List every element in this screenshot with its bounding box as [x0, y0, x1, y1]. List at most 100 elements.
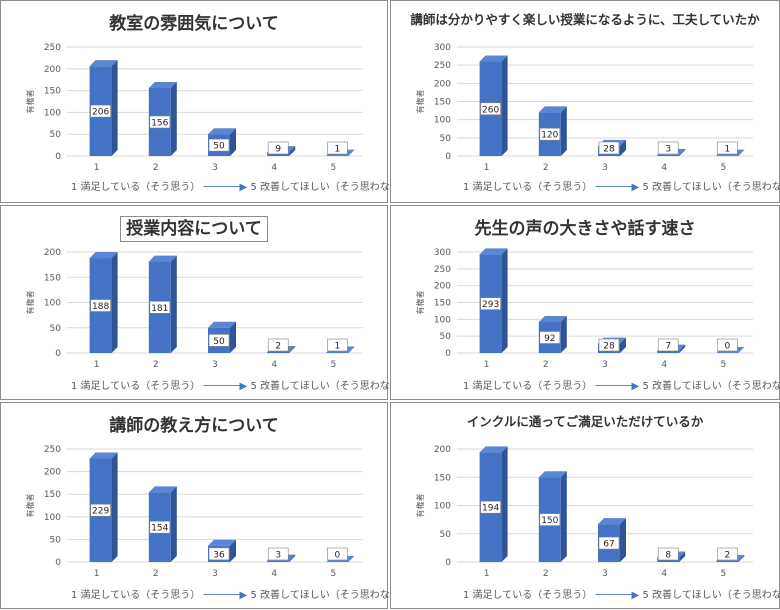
scale-arrow: ──────▶ — [595, 590, 639, 601]
x-tick-label-4: 4 — [661, 163, 667, 173]
y-tick-label-0: 0 — [55, 152, 61, 162]
x-tick-label-1: 1 — [484, 163, 490, 173]
x-tick-label-3: 3 — [212, 569, 218, 579]
bar-front-face — [716, 561, 738, 562]
x-tick-label-3: 3 — [212, 163, 218, 173]
scale-arrow: ──────▶ — [203, 381, 247, 392]
y-tick-label-4: 200 — [434, 79, 451, 89]
bar-side-face — [561, 316, 567, 353]
y-tick-label-3: 150 — [44, 273, 61, 283]
y-tick-label-4: 200 — [44, 65, 61, 75]
scale-caption: 1 満足している（そう思う） ──────▶ 5 改善してほしい（そう思わない） — [71, 377, 410, 392]
data-label-4: 9 — [275, 145, 281, 155]
data-label-1: 194 — [482, 504, 499, 514]
y-tick-label-3: 150 — [434, 299, 451, 309]
x-tick-label-1: 1 — [94, 360, 100, 370]
y-tick-label-6: 300 — [434, 43, 451, 53]
data-label-4: 8 — [665, 551, 671, 561]
bar-side-face — [561, 471, 567, 562]
data-label-2: 181 — [151, 304, 168, 314]
y-tick-label-0: 0 — [445, 152, 451, 162]
y-tick-label-4: 200 — [434, 445, 451, 455]
data-label-1: 260 — [482, 105, 499, 115]
scale-right-label: 5 改善してほしい（そう思わない） — [250, 381, 409, 392]
data-label-4: 2 — [275, 342, 281, 352]
bar-front-face — [326, 352, 348, 353]
scale-left-label: 1 満足している（そう思う） — [71, 182, 200, 193]
y-tick-label-3: 150 — [434, 473, 451, 483]
y-tick-label-5: 250 — [434, 61, 451, 71]
data-label-5: 1 — [335, 342, 341, 352]
x-tick-label-5: 5 — [721, 360, 727, 370]
data-label-5: 1 — [335, 145, 341, 155]
x-tick-label-4: 4 — [661, 360, 667, 370]
bar-side-face — [502, 446, 508, 562]
data-label-3: 50 — [213, 337, 225, 347]
x-tick-label-4: 4 — [271, 360, 277, 370]
bar-side-face — [112, 452, 118, 562]
x-tick-label-2: 2 — [153, 360, 159, 370]
bar-front-face — [267, 352, 289, 353]
y-tick-label-2: 100 — [44, 299, 61, 309]
scale-caption: 1 満足している（そう思う） ──────▶ 5 改善してほしい（そう思わない） — [463, 377, 780, 392]
x-tick-label-2: 2 — [153, 163, 159, 173]
x-tick-label-2: 2 — [543, 360, 549, 370]
x-tick-label-3: 3 — [212, 360, 218, 370]
x-tick-label-5: 5 — [721, 163, 727, 173]
y-tick-label-3: 150 — [434, 98, 451, 108]
y-tick-label-5: 250 — [44, 43, 61, 53]
x-tick-label-5: 5 — [331, 163, 337, 173]
x-tick-label-3: 3 — [602, 569, 608, 579]
y-axis-title: 有権者 — [415, 494, 425, 518]
x-tick-label-1: 1 — [484, 360, 490, 370]
data-label-3: 28 — [603, 342, 615, 352]
scale-caption: 1 満足している（そう思う） ──────▶ 5 改善してほしい（そう思わない） — [463, 586, 780, 601]
data-label-4: 3 — [665, 145, 671, 155]
bar-side-face — [502, 248, 508, 353]
bar-side-face — [502, 56, 508, 156]
y-tick-label-1: 50 — [440, 530, 452, 540]
bar-side-face — [112, 60, 118, 156]
bar-side-face — [620, 518, 626, 562]
x-tick-label-3: 3 — [602, 163, 608, 173]
scale-left-label: 1 満足している（そう思う） — [463, 381, 592, 392]
y-tick-label-3: 150 — [44, 490, 61, 500]
y-tick-label-4: 200 — [434, 282, 451, 292]
x-tick-label-3: 3 — [602, 360, 608, 370]
data-label-3: 67 — [603, 540, 614, 550]
y-axis-title: 有権者 — [415, 90, 425, 114]
y-tick-label-4: 200 — [44, 248, 61, 258]
data-label-2: 156 — [151, 118, 168, 128]
data-label-1: 188 — [92, 302, 109, 312]
data-label-3: 28 — [603, 145, 615, 155]
data-label-4: 7 — [665, 342, 671, 352]
bar-front-face — [657, 155, 679, 156]
bar-side-face — [171, 256, 177, 353]
y-tick-label-1: 50 — [440, 332, 452, 342]
scale-caption: 1 満足している（そう思う） ──────▶ 5 改善してほしい（そう思わない） — [463, 178, 780, 193]
bar-side-face — [171, 486, 177, 562]
y-tick-label-5: 250 — [44, 445, 61, 455]
scale-arrow: ──────▶ — [595, 381, 639, 392]
data-label-2: 92 — [544, 334, 555, 344]
data-label-5: 2 — [725, 551, 731, 561]
y-tick-label-2: 100 — [434, 502, 451, 512]
y-tick-label-2: 100 — [44, 513, 61, 523]
x-tick-label-5: 5 — [331, 360, 337, 370]
scale-right-label: 5 改善してほしい（そう思わない） — [250, 590, 409, 601]
y-axis-title: 有権者 — [25, 494, 35, 518]
x-tick-label-4: 4 — [271, 569, 277, 579]
data-label-2: 154 — [151, 524, 168, 534]
x-tick-label-5: 5 — [331, 569, 337, 579]
scale-arrow: ──────▶ — [203, 590, 247, 601]
x-tick-label-4: 4 — [661, 569, 667, 579]
y-tick-label-0: 0 — [445, 558, 451, 568]
data-label-3: 50 — [213, 142, 225, 152]
scale-arrow: ──────▶ — [595, 182, 639, 193]
scale-arrow: ──────▶ — [203, 182, 247, 193]
